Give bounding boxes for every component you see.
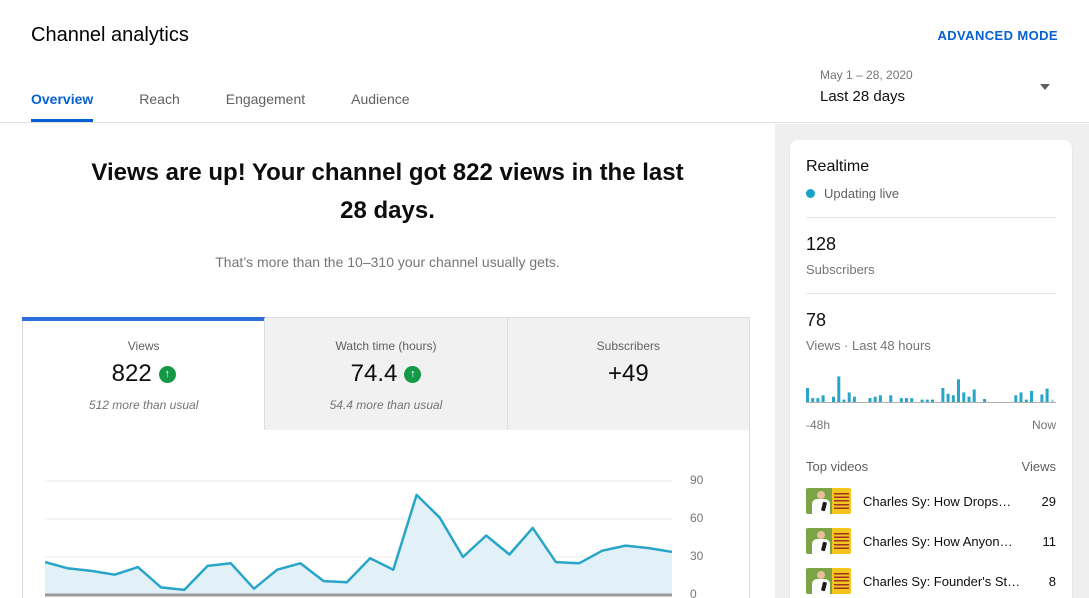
video-views: 29 [1041, 493, 1056, 509]
metric-tab-watch-time[interactable]: Watch time (hours) 74.4 ↑ 54.4 more than… [264, 318, 507, 430]
metric-note: 512 more than usual [88, 398, 199, 412]
divider [806, 293, 1056, 294]
live-dot-icon [806, 189, 815, 198]
views-line-chart [45, 480, 672, 597]
updating-live-text: Updating live [824, 186, 900, 201]
realtime-subscribers-label: Subscribers [806, 262, 875, 277]
metric-value: 822 [111, 360, 152, 387]
realtime-card: Realtime Updating live 128 Subscribers 7… [790, 140, 1072, 598]
chevron-down-icon [1040, 84, 1050, 90]
date-range-text: May 1 – 28, 2020 [820, 68, 913, 82]
date-range-picker[interactable]: May 1 – 28, 2020 Last 28 days [820, 60, 1058, 118]
metric-value: 74.4 [350, 360, 398, 387]
video-thumbnail [806, 488, 851, 514]
page-title: Channel analytics [31, 24, 189, 46]
metric-tabs: Views 822 ↑ 512 more than usual Watch ti… [21, 317, 749, 430]
video-row[interactable]: Charles Sy: Founder's St… 8 [806, 568, 1056, 594]
date-preset-text: Last 28 days [820, 88, 906, 105]
metric-note: 54.4 more than usual [329, 398, 443, 412]
metric-label: Watch time (hours) [335, 339, 437, 353]
metric-tab-views[interactable]: Views 822 ↑ 512 more than usual [21, 317, 266, 430]
metric-tab-subscribers[interactable]: Subscribers +49 [506, 318, 749, 430]
realtime-bar-chart [806, 376, 1056, 403]
top-videos-header: Top videos [806, 459, 869, 474]
video-title: Charles Sy: How Anyon… [863, 533, 1013, 549]
hero-subtext: That’s more than the 10–310 your channel… [215, 254, 560, 270]
main-content: Views are up! Your channel got 822 views… [0, 124, 775, 598]
tab-reach[interactable]: Reach [139, 91, 180, 107]
y-tick-label: 60 [690, 511, 704, 525]
video-row[interactable]: Charles Sy: How Drops… 29 [806, 488, 1056, 514]
views-chart-area: 90 60 30 0 [23, 430, 749, 598]
metric-label: Views [127, 339, 160, 353]
tab-overview[interactable]: Overview [31, 91, 94, 122]
right-rail: Realtime Updating live 128 Subscribers 7… [775, 124, 1089, 598]
realtime-title: Realtime [806, 158, 870, 175]
advanced-mode-link[interactable]: ADVANCED MODE [937, 28, 1058, 43]
video-views: 8 [1048, 573, 1056, 589]
realtime-views-label: Views · Last 48 hours [806, 338, 931, 353]
video-thumbnail [806, 528, 851, 554]
overview-chart-card: Views 822 ↑ 512 more than usual Watch ti… [21, 317, 750, 598]
y-tick-label: 90 [690, 473, 704, 487]
realtime-views-count: 78 [806, 310, 827, 330]
trend-up-icon: ↑ [158, 365, 176, 383]
hero-section: Views are up! Your channel got 822 views… [0, 124, 775, 270]
metric-value: +49 [607, 360, 649, 387]
video-title: Charles Sy: How Drops… [863, 493, 1012, 509]
axis-label-right: Now [1031, 418, 1056, 432]
axis-label-left: -48h [806, 418, 831, 432]
tab-engagement[interactable]: Engagement [225, 91, 306, 107]
metric-label: Subscribers [596, 339, 660, 353]
y-tick-label: 0 [690, 587, 697, 598]
y-tick-label: 30 [690, 549, 704, 563]
video-row[interactable]: Charles Sy: How Anyon… 11 [806, 528, 1056, 554]
divider [806, 217, 1056, 218]
hero-headline: Views are up! Your channel got 822 views… [91, 159, 684, 224]
video-views: 11 [1042, 533, 1057, 549]
analytics-nav-tabs: Overview Reach Engagement Audience [31, 91, 456, 122]
top-videos-views-header: Views [1021, 459, 1056, 474]
realtime-subscribers-count: 128 [806, 234, 837, 254]
tab-audience[interactable]: Audience [351, 91, 410, 107]
video-thumbnail [806, 568, 851, 594]
video-title: Charles Sy: Founder's St… [863, 573, 1021, 589]
trend-up-icon: ↑ [404, 365, 422, 383]
header: Channel analytics ADVANCED MODE Overview… [0, 0, 1089, 123]
